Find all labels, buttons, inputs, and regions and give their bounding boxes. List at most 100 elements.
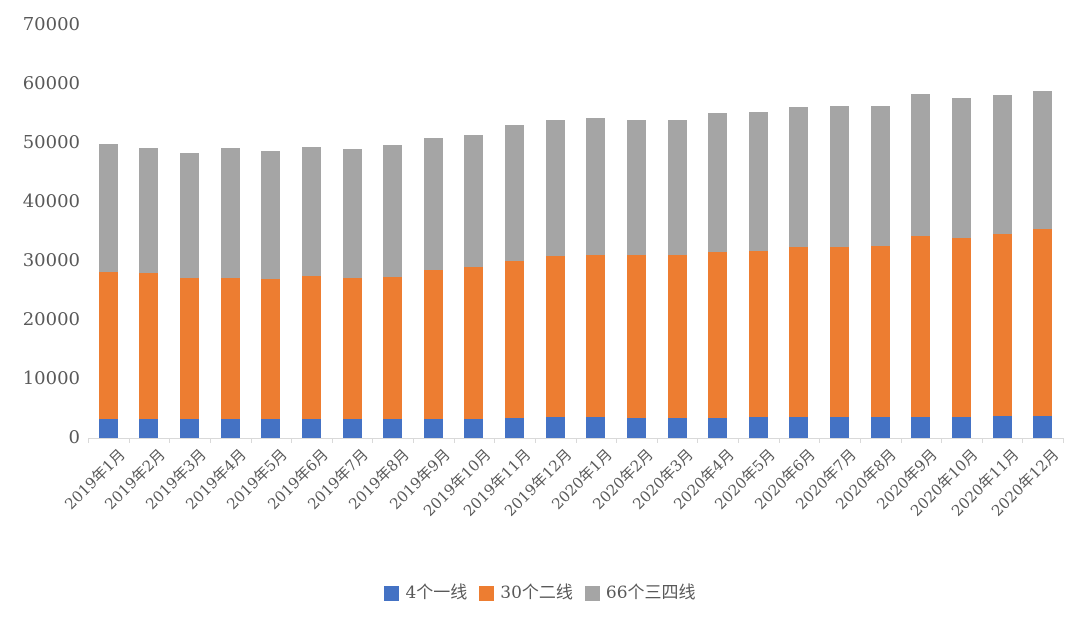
legend-swatch-third-tier xyxy=(584,586,600,601)
bar-segment-second-tier xyxy=(748,250,768,418)
bar-segment-second-tier xyxy=(1033,228,1053,417)
bar-segment-third-tier xyxy=(911,94,931,236)
bar-segment-first-tier xyxy=(301,418,321,438)
bar-2020年11月 xyxy=(992,25,1012,438)
x-axis-tick xyxy=(453,438,455,443)
bar-segment-second-tier xyxy=(98,271,118,419)
y-axis-tick-label: 60000 xyxy=(22,73,80,94)
bar-2020年6月 xyxy=(789,25,809,438)
bar-2020年3月 xyxy=(667,25,687,438)
bar-segment-third-tier xyxy=(951,97,971,238)
bar-segment-first-tier xyxy=(220,418,240,438)
bar-segment-first-tier xyxy=(261,418,281,438)
bar-segment-third-tier xyxy=(261,150,281,280)
bar-2019年6月 xyxy=(301,25,321,438)
plot-area xyxy=(88,25,1063,438)
legend-label: 30个二线 xyxy=(500,583,573,603)
bar-segment-first-tier xyxy=(505,418,525,438)
bar-segment-third-tier xyxy=(830,105,850,248)
x-axis-tick xyxy=(494,438,496,443)
bar-segment-third-tier xyxy=(748,112,768,251)
bar-segment-second-tier xyxy=(626,255,646,418)
bar-segment-first-tier xyxy=(951,416,971,438)
x-axis-tick xyxy=(900,438,902,443)
legend-item-second-tier: 30个二线 xyxy=(479,585,573,602)
bar-segment-third-tier xyxy=(301,146,321,277)
bar-2019年8月 xyxy=(383,25,403,438)
legend-item-third-tier: 66个三四线 xyxy=(584,583,696,603)
bar-segment-first-tier xyxy=(383,419,403,438)
legend-swatch-second-tier xyxy=(479,586,495,601)
bar-segment-second-tier xyxy=(261,279,281,419)
bar-segment-third-tier xyxy=(870,105,890,246)
x-axis-tick xyxy=(250,438,252,443)
bar-segment-first-tier xyxy=(586,417,606,438)
bar-2020年8月 xyxy=(870,25,890,438)
bar-segment-first-tier xyxy=(139,418,159,438)
bar-segment-third-tier xyxy=(708,112,728,253)
bar-segment-first-tier xyxy=(180,418,200,438)
bar-2019年2月 xyxy=(139,25,159,438)
y-axis-tick-label: 50000 xyxy=(22,132,80,153)
x-axis-tick xyxy=(575,438,577,443)
legend: 4个一线 30个二线 66个三四线 xyxy=(0,585,1080,602)
x-axis-tick xyxy=(859,438,861,443)
legend-label: 66个三四线 xyxy=(605,583,696,603)
bar-2019年4月 xyxy=(220,25,240,438)
x-axis-tick xyxy=(413,438,414,443)
legend-item-first-tier: 4个一线 xyxy=(384,585,467,602)
bar-segment-third-tier xyxy=(667,120,687,256)
bar-segment-third-tier xyxy=(464,134,484,267)
bar-segment-third-tier xyxy=(586,118,606,255)
x-axis-tick xyxy=(697,438,699,443)
bar-2019年11月 xyxy=(505,25,525,438)
bar-segment-second-tier xyxy=(870,245,890,418)
bar-segment-first-tier xyxy=(667,417,687,438)
bar-2020年4月 xyxy=(708,25,728,438)
x-axis-tick xyxy=(1022,438,1024,443)
bar-2020年1月 xyxy=(586,25,606,438)
bar-segment-second-tier xyxy=(911,235,931,417)
x-axis-tick xyxy=(819,438,821,443)
bar-segment-third-tier xyxy=(383,145,403,277)
legend-swatch-first-tier xyxy=(384,586,400,601)
bar-2019年5月 xyxy=(261,25,281,438)
bar-segment-second-tier xyxy=(667,255,687,418)
bar-segment-first-tier xyxy=(870,417,890,438)
bar-2019年10月 xyxy=(464,25,484,438)
x-axis-tick xyxy=(981,438,983,443)
bar-segment-first-tier xyxy=(626,417,646,438)
bar-segment-first-tier xyxy=(342,419,362,438)
bar-segment-second-tier xyxy=(464,266,484,419)
bar-segment-third-tier xyxy=(545,119,565,256)
x-axis-tick xyxy=(169,438,171,443)
bar-segment-second-tier xyxy=(586,254,606,418)
bar-segment-second-tier xyxy=(789,247,809,418)
bar-segment-first-tier xyxy=(748,417,768,438)
bar-segment-first-tier xyxy=(911,416,931,438)
y-axis-tick-label: 70000 xyxy=(22,14,80,35)
bar-segment-second-tier xyxy=(545,255,565,418)
x-axis-tick xyxy=(738,438,739,443)
bar-2019年9月 xyxy=(423,25,443,438)
bar-segment-second-tier xyxy=(505,261,525,419)
bar-segment-third-tier xyxy=(789,107,809,248)
y-axis-tick-label: 20000 xyxy=(22,309,80,330)
y-axis-tick-label: 10000 xyxy=(22,368,80,389)
bar-2020年10月 xyxy=(951,25,971,438)
bar-segment-first-tier xyxy=(1033,416,1053,438)
bar-segment-second-tier xyxy=(423,270,443,420)
bar-segment-second-tier xyxy=(139,273,159,419)
x-axis-tick xyxy=(291,438,293,443)
bar-segment-second-tier xyxy=(301,276,321,419)
x-axis-tick xyxy=(656,438,658,443)
bar-segment-third-tier xyxy=(992,94,1012,234)
x-axis-tick xyxy=(616,438,618,443)
bar-segment-third-tier xyxy=(98,144,118,272)
bar-segment-first-tier xyxy=(708,417,728,438)
bar-segment-third-tier xyxy=(220,148,240,278)
bar-2020年9月 xyxy=(911,25,931,438)
x-axis-tick xyxy=(128,438,130,443)
bar-segment-third-tier xyxy=(180,152,200,278)
